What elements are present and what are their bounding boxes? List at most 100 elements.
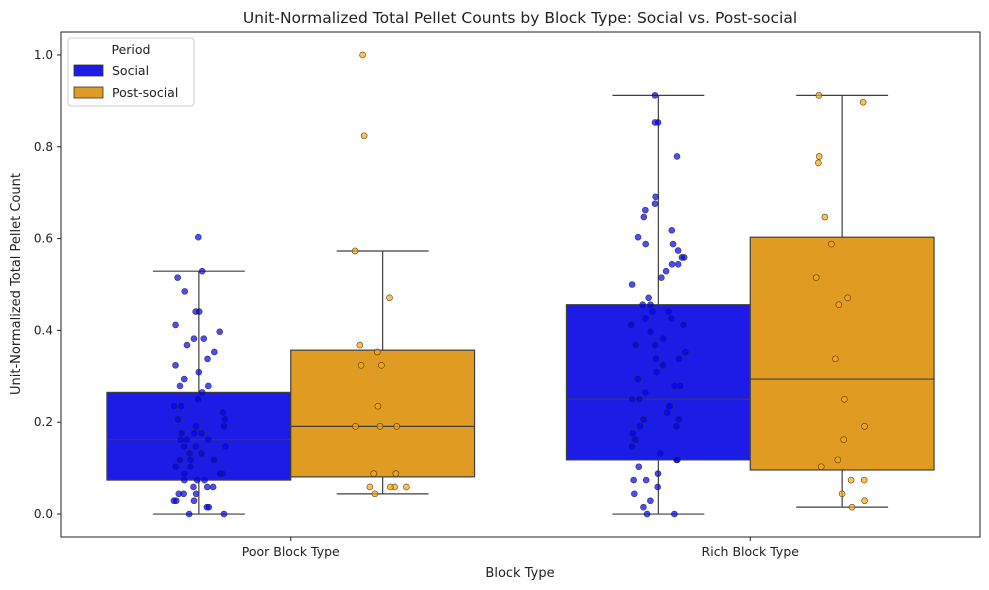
data-point (652, 355, 660, 363)
x-tick-label: Poor Block Type (242, 544, 340, 559)
data-point (642, 389, 649, 396)
data-point (640, 416, 647, 423)
data-point (195, 308, 203, 315)
data-point (861, 497, 868, 505)
y-axis-label: Unit-Normalized Total Pellet Count (9, 173, 24, 395)
data-point (643, 510, 651, 518)
data-point (653, 368, 660, 376)
data-point (649, 308, 656, 315)
legend-swatch-social (73, 64, 104, 77)
data-point (198, 450, 205, 457)
data-point (654, 483, 662, 491)
chart-title: Unit-Normalized Total Pellet Counts by B… (243, 9, 797, 27)
data-point (403, 483, 410, 491)
data-point (192, 443, 200, 450)
x-axis-label: Block Type (485, 566, 554, 581)
data-point (663, 409, 671, 416)
box-post-social (290, 349, 476, 478)
data-point (628, 395, 636, 403)
data-point (193, 476, 201, 484)
data-point (668, 260, 676, 268)
data-point (183, 341, 191, 349)
box-post-social (749, 236, 935, 471)
y-tick-label: 0.0 (34, 507, 53, 521)
data-point (210, 456, 218, 464)
box-social (106, 391, 292, 481)
data-point (216, 328, 224, 336)
legend-label-social: Social (112, 63, 149, 78)
data-point (651, 92, 659, 99)
data-point (178, 429, 186, 437)
data-point (634, 375, 641, 383)
data-point (844, 294, 851, 302)
data-point (370, 470, 378, 477)
data-point (177, 436, 184, 443)
data-point (221, 416, 229, 423)
data-point (640, 213, 648, 221)
data-point (835, 301, 843, 309)
data-point (180, 443, 188, 450)
data-point (174, 416, 182, 423)
data-point (204, 355, 211, 363)
y-tick-label: 0.4 (34, 323, 53, 337)
data-point (180, 375, 188, 383)
data-point (187, 463, 194, 471)
data-point (680, 321, 687, 329)
data-point (642, 476, 650, 484)
y-tick-label: 1.0 (34, 48, 53, 62)
data-point (360, 132, 368, 140)
data-point (386, 294, 393, 302)
data-point (172, 321, 179, 329)
data-point (631, 490, 638, 498)
data-point (378, 361, 385, 369)
data-point (828, 240, 835, 248)
legend: Period Social Post-social (67, 37, 195, 107)
data-point (651, 119, 659, 126)
data-point (220, 510, 228, 518)
data-point (674, 260, 682, 268)
data-point (651, 341, 659, 349)
data-point (201, 476, 208, 484)
data-point (665, 308, 672, 315)
data-point (629, 429, 637, 437)
data-point (631, 436, 639, 443)
data-point (392, 470, 400, 477)
data-point (374, 348, 381, 356)
legend-title: Period (112, 42, 151, 57)
data-point (205, 382, 212, 390)
data-point (674, 247, 682, 254)
legend-swatch-post-social (73, 86, 104, 99)
data-point (203, 483, 211, 491)
data-point (630, 476, 637, 484)
data-point (635, 395, 643, 403)
data-point (176, 382, 184, 390)
data-point (668, 227, 676, 234)
data-point (190, 335, 198, 342)
data-point (815, 159, 822, 167)
data-point (185, 510, 193, 518)
data-point (659, 361, 667, 369)
data-point (187, 456, 194, 464)
data-point (682, 348, 689, 356)
data-point (668, 315, 675, 322)
data-point (628, 443, 636, 450)
data-point (634, 233, 642, 241)
data-point (657, 450, 664, 457)
data-point (639, 301, 646, 309)
data-point (195, 233, 202, 241)
data-point (860, 476, 868, 484)
data-point (203, 503, 211, 511)
y-tick-label: 0.6 (34, 232, 53, 246)
data-point (665, 402, 673, 410)
data-point (192, 490, 200, 498)
data-point (642, 315, 649, 322)
data-point (654, 470, 662, 477)
data-point (366, 483, 374, 491)
data-point (194, 395, 202, 403)
data-point (198, 429, 205, 437)
data-point (352, 423, 359, 430)
data-point (645, 294, 652, 302)
data-point (176, 456, 184, 464)
data-point (172, 361, 179, 369)
data-point (356, 341, 364, 349)
